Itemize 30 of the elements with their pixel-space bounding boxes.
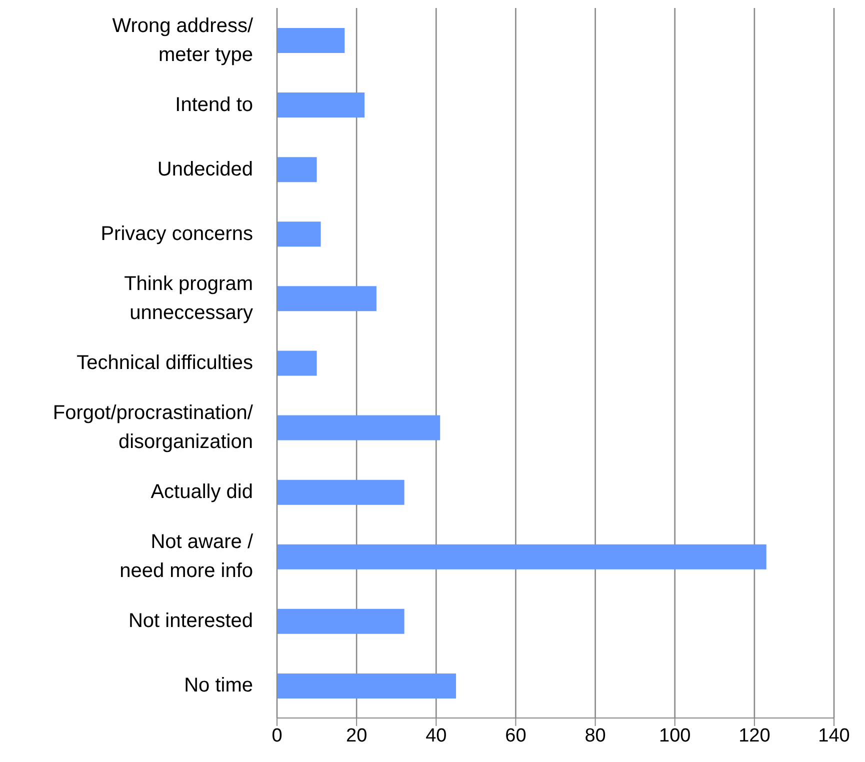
bar [277, 157, 317, 182]
bar [277, 673, 456, 698]
y-tick-label: Think program unneccessary [124, 272, 253, 324]
bar [277, 608, 404, 634]
y-tick-label: Undecided [157, 158, 253, 180]
x-tick-label: 120 [738, 725, 770, 746]
bar [277, 286, 376, 312]
x-tick-label: 60 [505, 725, 526, 746]
y-tick-label: Privacy concerns [100, 222, 253, 245]
y-tick-label: Actually did [150, 481, 253, 504]
bar [277, 350, 317, 376]
x-tick-label: 0 [272, 725, 282, 746]
x-tick-label: 20 [346, 725, 368, 746]
bar [277, 544, 766, 570]
bar [277, 415, 440, 440]
x-tick-label: 100 [659, 725, 691, 746]
y-tick-label: Technical difficulties [76, 352, 253, 374]
x-tick-label: 140 [818, 725, 850, 746]
y-tick-label: No time [184, 674, 253, 697]
y-tick-label: Not interested [128, 610, 253, 632]
y-tick-label: Not aware / need more info [120, 531, 254, 582]
y-tick-label: Wrong address/ meter type [112, 14, 254, 66]
bar [277, 92, 365, 118]
bar [277, 28, 345, 53]
x-tick-label: 80 [584, 725, 606, 746]
y-tick-label: Forgot/procrastination/ disorganization [52, 402, 254, 454]
x-tick-label: 40 [426, 725, 447, 746]
bar [277, 222, 321, 247]
bar [277, 480, 404, 505]
y-tick-label: Intend to [175, 94, 253, 116]
